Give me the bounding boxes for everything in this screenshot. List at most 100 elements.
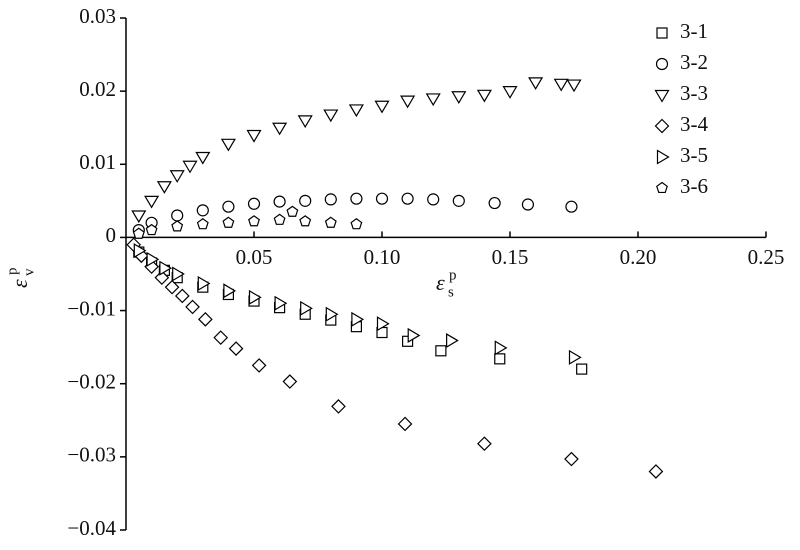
point: [133, 243, 147, 259]
point: [648, 464, 664, 479]
y-axis-label: ε v p: [4, 268, 37, 289]
point: [348, 104, 364, 118]
y-tick-label: 0.01: [79, 150, 116, 174]
point: [351, 311, 365, 327]
point: [131, 210, 147, 224]
legend-label: 3-4: [680, 112, 708, 136]
point: [299, 215, 312, 227]
point: [435, 345, 447, 357]
point: [145, 223, 158, 236]
point: [286, 205, 299, 217]
legend-label: 3-6: [680, 174, 708, 198]
point: [568, 349, 582, 365]
point: [198, 312, 213, 327]
point: [521, 198, 535, 211]
point: [213, 330, 229, 345]
point: [488, 196, 501, 210]
point: [228, 341, 244, 356]
point: [425, 93, 441, 107]
point: [427, 193, 440, 206]
legend-marker: [656, 27, 668, 39]
point: [164, 279, 180, 295]
point: [451, 91, 467, 104]
point: [502, 86, 518, 99]
point: [397, 416, 413, 432]
point: [331, 399, 346, 414]
y-tick-label: −0.01: [67, 296, 116, 320]
point: [197, 275, 211, 292]
point: [299, 194, 312, 207]
point: [196, 204, 209, 217]
point: [222, 200, 235, 213]
point: [564, 451, 579, 467]
point: [246, 129, 262, 143]
legend-label: 3-5: [680, 143, 708, 167]
x-tick-label: 0.25: [748, 245, 785, 269]
point: [174, 288, 190, 304]
point: [195, 151, 211, 165]
point: [374, 100, 390, 114]
x-tick-label: 0.05: [236, 245, 273, 269]
point: [494, 340, 508, 356]
x-axis-label: ε s p: [436, 267, 457, 300]
point: [477, 436, 492, 452]
point: [172, 266, 185, 282]
point: [323, 109, 339, 123]
y-label: ε: [7, 279, 32, 288]
point: [144, 195, 160, 209]
legend-marker: [654, 118, 670, 134]
point: [248, 289, 262, 305]
point: [274, 295, 288, 311]
y-label-sub: v: [21, 268, 37, 276]
y-tick-label: −0.04: [67, 516, 116, 540]
point: [300, 300, 313, 316]
point: [223, 283, 237, 299]
point: [452, 194, 465, 207]
point: [324, 193, 337, 206]
point: [282, 374, 298, 389]
point: [248, 215, 260, 227]
point: [159, 260, 173, 276]
point: [247, 197, 261, 210]
point: [566, 79, 582, 93]
point: [273, 213, 286, 225]
point: [273, 195, 286, 208]
x-tick-label: 0.10: [364, 245, 401, 269]
y-tick-label: 0: [106, 223, 117, 247]
point: [325, 306, 339, 322]
point: [272, 122, 288, 136]
point: [528, 77, 544, 91]
point: [182, 160, 198, 174]
point: [324, 216, 337, 228]
point: [400, 95, 416, 109]
point: [146, 251, 160, 267]
point: [401, 192, 414, 205]
point: [375, 192, 389, 205]
point: [156, 181, 172, 194]
y-tick-label: −0.02: [67, 370, 116, 394]
legend-label: 3-1: [680, 19, 708, 43]
point: [185, 299, 200, 315]
legend-marker: [656, 181, 668, 194]
y-label-sup: p: [4, 268, 20, 276]
point: [169, 170, 185, 183]
y-tick-label: −0.03: [67, 443, 116, 467]
point: [132, 227, 145, 239]
y-tick-label: 0.02: [79, 77, 116, 101]
point: [222, 216, 235, 228]
point: [220, 138, 236, 152]
point: [196, 218, 209, 230]
point: [297, 115, 313, 129]
y-tick-label: 0.03: [79, 4, 116, 28]
legend-marker: [655, 57, 669, 71]
legend-label: 3-3: [680, 81, 708, 105]
point: [565, 200, 578, 213]
point: [376, 316, 390, 332]
point: [553, 78, 569, 92]
point: [251, 358, 267, 373]
x-label-sub: s: [448, 284, 454, 300]
point: [476, 89, 492, 103]
point: [402, 335, 414, 347]
legend-marker: [656, 149, 670, 165]
